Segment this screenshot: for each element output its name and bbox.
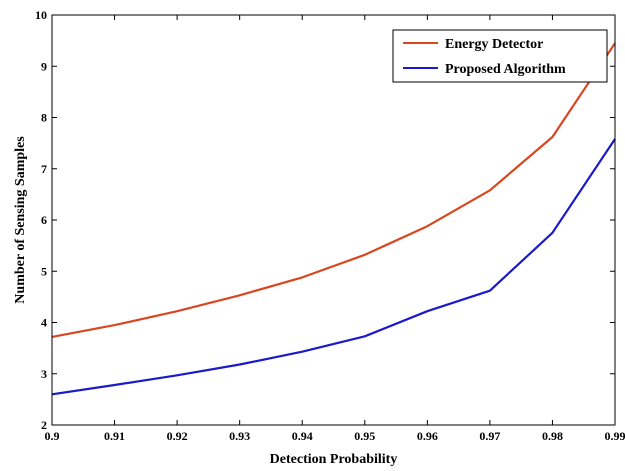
series-layer	[51, 42, 616, 396]
y-axis-label: Number of Sensing Samples	[13, 136, 28, 304]
y-tick-label: 7	[41, 162, 47, 176]
legend: Energy Detector Proposed Algorithm	[392, 29, 608, 83]
y-tick-label: 5	[41, 264, 47, 278]
y-tick-label: 8	[41, 111, 47, 125]
y-tick-label: 10	[35, 8, 47, 22]
y-tick-label: 4	[41, 316, 47, 330]
x-tick-label: 0.94	[292, 429, 313, 443]
x-tick-label: 0.96	[417, 429, 438, 443]
x-tick-label: 0.92	[167, 429, 188, 443]
x-axis-label: Detection Probability	[270, 452, 398, 467]
series-line-proposed-algorithm	[51, 138, 616, 396]
x-tick-label: 0.99	[605, 429, 625, 443]
x-tick-label: 0.9	[45, 429, 60, 443]
y-tick-label: 3	[41, 367, 47, 381]
series-line-energy-detector	[51, 42, 616, 338]
x-tick-label: 0.91	[104, 429, 125, 443]
legend-label-proposed-algorithm: Proposed Algorithm	[445, 62, 566, 77]
legend-box	[392, 29, 608, 83]
y-tick-label: 2	[41, 418, 47, 432]
x-tick-label: 0.93	[229, 429, 250, 443]
legend-label-energy-detector: Energy Detector	[445, 37, 543, 52]
x-axis-ticks: 0.9 0.91 0.92 0.93 0.94 0.95 0.96 0.97 0.98 0.99	[45, 15, 625, 443]
x-tick-label: 0.98	[542, 429, 563, 443]
plot-frame	[51, 14, 616, 426]
y-tick-label: 9	[41, 59, 47, 73]
x-tick-label: 0.97	[479, 429, 500, 443]
x-tick-label: 0.95	[354, 429, 375, 443]
y-tick-label: 6	[41, 213, 47, 227]
